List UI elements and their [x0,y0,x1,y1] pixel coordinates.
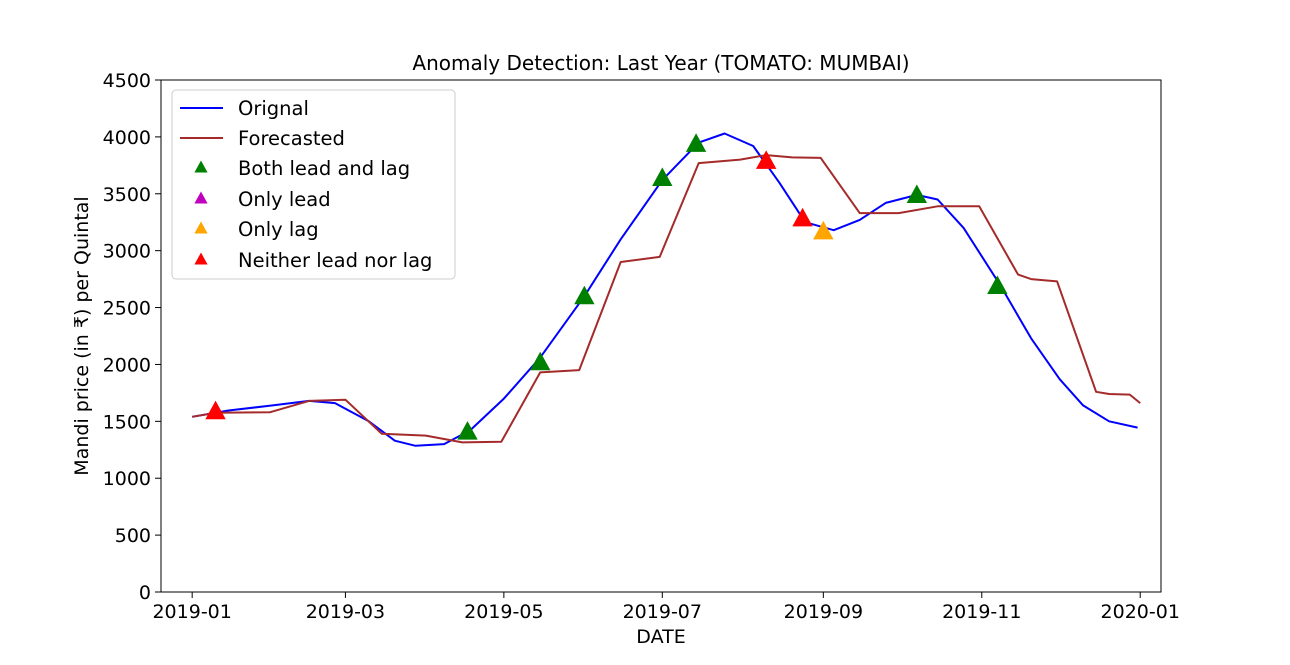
y-axis-title: Mandi price (in ₹) per Quintal [71,196,93,475]
legend-marker-only-lag [194,221,208,234]
y-tick-label: 1000 [103,468,151,490]
legend-box [171,89,456,280]
marker-neither-lead-nor-lag [205,400,226,420]
marker-both-lead-and-lag [574,285,595,305]
y-tick-label: 2000 [103,354,151,376]
y-tick-label: 4000 [103,127,151,149]
y-tick-label: 0 [139,582,151,604]
legend-label: Orignal [238,97,309,120]
x-axis-title: DATE [636,626,685,648]
y-tick-label: 2500 [103,298,151,320]
legend-marker-only-lead [194,191,208,204]
x-tick-label: 2019-05 [464,601,543,623]
plot-area [192,132,1141,447]
x-axis: 2019-01 2019-03 2019-05 2019-07 2019-09 2019-… [152,592,1180,623]
marker-both-lead-and-lag [906,184,928,204]
legend-label: Only lead [238,188,331,211]
legend-marker-both-lead-and-lag [194,160,208,173]
legend-label: Only lag [238,218,319,241]
marker-both-lead-and-lag [685,133,707,152]
chart-title: Anomaly Detection: Last Year (TOMATO: MU… [412,51,909,75]
x-tick-label: 2019-03 [306,601,385,623]
series-line-forecasted [192,154,1141,444]
legend-marker-neither-lead-nor-lag [194,252,208,265]
y-tick-label: 3500 [103,184,151,206]
legend-label: Neither lead nor lag [238,249,432,272]
y-tick-label: 3000 [103,241,151,263]
x-tick-label: 2019-09 [784,601,863,623]
y-axis: 0 500 1000 1500 2000 2500 3000 3500 4000 4500 [103,70,161,604]
plot-frame [160,79,1162,593]
marker-neither-lead-nor-lag [755,150,777,169]
y-tick-label: 1500 [103,411,151,433]
y-tick-label: 4500 [103,70,151,92]
marker-both-lead-and-lag [530,351,551,371]
x-tick-label: 2020-01 [1101,601,1180,623]
marker-both-lead-and-lag [457,421,478,440]
legend-label: Both lead and lag [238,157,410,180]
x-tick-label: 2019-07 [623,601,702,623]
marker-only-lag [813,220,834,240]
marker-both-lead-and-lag [987,275,1008,295]
marker-both-lead-and-lag [652,167,673,186]
x-tick-label: 2019-01 [152,601,231,623]
marker-neither-lead-nor-lag [792,207,813,227]
y-tick-label: 500 [115,525,151,547]
legend-label: Forecasted [238,127,345,150]
x-tick-label: 2019-11 [942,601,1021,623]
legend: Orignal Forecasted Both lead and lag Only l… [171,89,456,280]
